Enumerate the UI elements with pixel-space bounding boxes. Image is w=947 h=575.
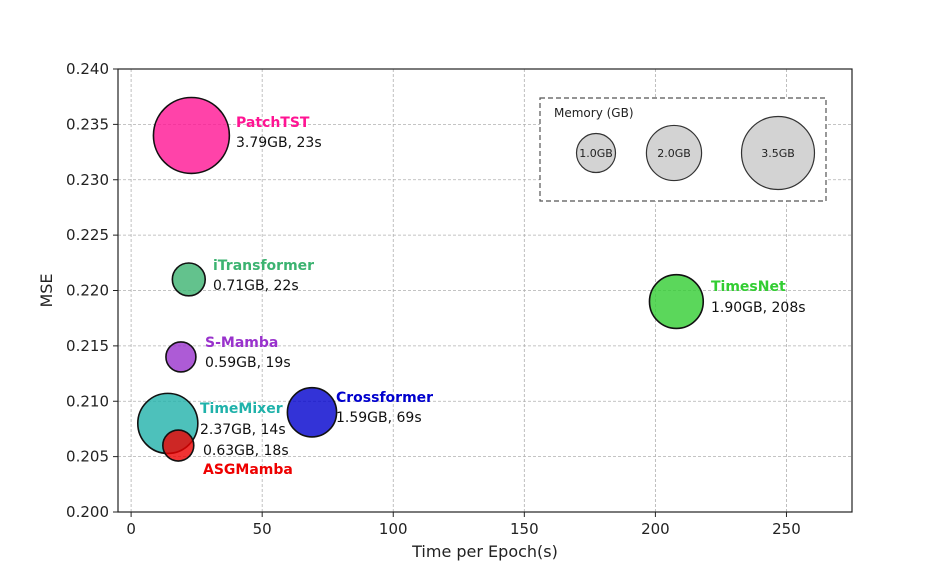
x-tick-label: 250	[772, 520, 801, 538]
legend-label: 2.0GB	[657, 147, 691, 160]
legend-bubble	[645, 124, 703, 182]
point-name-asgmamba: ASGMamba	[203, 462, 293, 478]
y-tick-label: 0.200	[66, 503, 109, 521]
legend-title: Memory (GB)	[554, 106, 634, 120]
y-tick-label: 0.215	[66, 337, 109, 355]
point-name-itransformer: iTransformer	[213, 258, 314, 274]
y-tick-label: 0.205	[66, 448, 109, 466]
point-name-patchtst: PatchTST	[236, 115, 310, 131]
point-detail-asgmamba: 0.63GB, 18s	[203, 443, 289, 459]
point-name-s-mamba: S-Mamba	[205, 335, 278, 351]
y-tick-label: 0.220	[66, 282, 109, 300]
bubble-timesnet	[648, 273, 705, 330]
point-detail-timemixer: 2.37GB, 14s	[200, 422, 286, 438]
point-detail-patchtst: 3.79GB, 23s	[236, 135, 322, 151]
data-points	[136, 96, 705, 462]
bubble-s-mamba	[165, 341, 197, 373]
x-tick-label: 200	[641, 520, 670, 538]
bubble-patchtst	[152, 96, 231, 175]
point-detail-timesnet: 1.90GB, 208s	[711, 300, 806, 316]
bubble-crossformer	[286, 386, 338, 438]
y-tick-label: 0.225	[66, 226, 109, 244]
legend-bubble	[575, 132, 617, 174]
point-detail-crossformer: 1.59GB, 69s	[336, 410, 422, 426]
x-axis-title: Time per Epoch(s)	[411, 542, 558, 561]
y-tick-label: 0.210	[66, 392, 109, 410]
legend-bubble	[740, 115, 816, 191]
y-axis-title: MSE	[37, 273, 56, 307]
memory-legend: Memory (GB) 1.0GB 2.0GB 3.5GB	[539, 97, 827, 202]
point-name-crossformer: Crossformer	[336, 390, 433, 406]
point-name-timesnet: TimesNet	[711, 279, 786, 295]
bubble-asgmamba	[162, 429, 195, 462]
x-tick-label: 0	[126, 520, 136, 538]
x-tick-label: 150	[510, 520, 539, 538]
x-tick-label: 100	[379, 520, 408, 538]
point-labels: PatchTST 3.79GB, 23s iTransformer 0.71GB, 2…	[200, 115, 806, 478]
x-tick-label: 50	[253, 520, 272, 538]
y-tick-label: 0.240	[66, 60, 109, 78]
point-detail-itransformer: 0.71GB, 22s	[213, 278, 299, 294]
point-name-timemixer: TimeMixer	[200, 401, 283, 417]
legend-label: 3.5GB	[761, 147, 795, 160]
y-tick-label: 0.235	[66, 115, 109, 133]
point-detail-s-mamba: 0.59GB, 19s	[205, 355, 291, 371]
y-tick-label: 0.230	[66, 171, 109, 189]
legend-label: 1.0GB	[579, 147, 613, 160]
axes: 0 50 100 150 200 250 0.200 0.205 0.210 0.215 0.220…	[37, 60, 853, 561]
bubble-itransformer	[171, 262, 207, 297]
